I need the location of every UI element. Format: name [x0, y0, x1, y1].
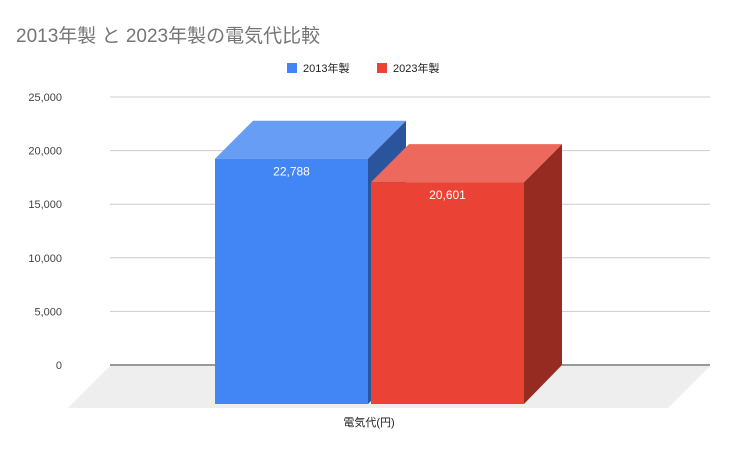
data-label: 20,601 — [429, 188, 466, 202]
y-tick-label: 20,000 — [28, 146, 62, 158]
y-tick-label: 10,000 — [28, 253, 62, 265]
bar-side — [524, 144, 562, 404]
bar-top — [215, 120, 406, 159]
bar — [215, 158, 368, 404]
y-tick-label: 15,000 — [28, 199, 62, 211]
legend-swatch — [377, 63, 387, 73]
bars: 22,788 20,601 — [215, 120, 562, 404]
legend: 2013年製 2023年製 — [287, 61, 439, 75]
bar-top — [371, 144, 562, 183]
legend-label: 2013年製 — [303, 61, 349, 75]
legend-swatch — [287, 63, 297, 73]
y-tick-label: 25,000 — [28, 92, 62, 104]
chart-title: 2013年製 と 2023年製の電気代比較 — [16, 25, 320, 47]
data-label: 22,788 — [273, 165, 310, 179]
y-tick-label: 5,000 — [34, 306, 62, 318]
y-axis-ticks: 0 5,000 10,000 15,000 20,000 25,000 — [28, 92, 62, 372]
bar — [371, 182, 524, 404]
legend-label: 2023年製 — [393, 61, 439, 75]
y-tick-label: 0 — [56, 360, 62, 372]
x-category-label: 電気代(円) — [343, 415, 394, 429]
